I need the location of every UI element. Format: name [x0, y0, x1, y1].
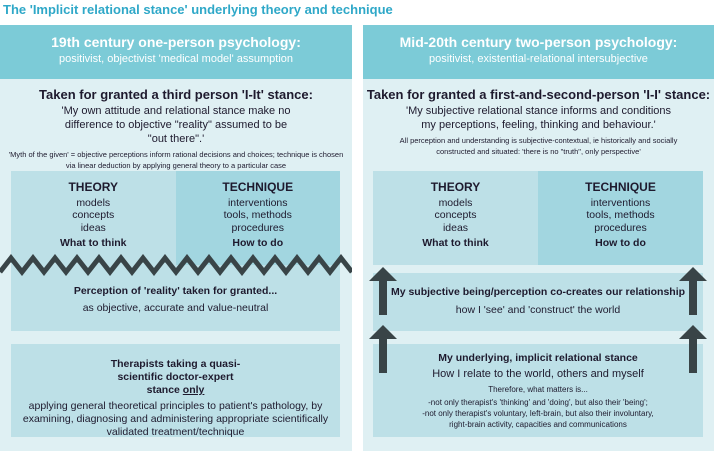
left-header-subtitle: positivist, objectivist 'medical model' …: [58, 53, 294, 65]
technique-item: tools, methods: [586, 209, 655, 221]
underlying-point: -not only therapist's 'thinking' and 'do…: [428, 398, 648, 407]
left-header-title: 19th century one-person psychology:: [51, 34, 301, 50]
diagram-title: The 'Implicit relational stance' underly…: [3, 2, 393, 17]
left-stance-title: Taken for granted a third person 'I-It' …: [39, 87, 313, 102]
left-stance-quote: 'My own attitude and relational stance m…: [61, 105, 291, 145]
cocreate-title: My subjective being/perception co-create…: [390, 286, 686, 298]
technique-footer: How to do: [232, 237, 284, 249]
left-theory-technique: THEORY models concepts ideas What to thi…: [11, 171, 340, 265]
therapist-title: Therapists taking a quasi-scientific doc…: [101, 358, 250, 397]
up-arrow-icon: [679, 325, 707, 373]
technique-item: procedures: [594, 221, 647, 234]
zigzag-divider: [0, 254, 352, 276]
left-stance: Taken for granted a third person 'I-It' …: [0, 87, 352, 171]
theory-footer: What to think: [60, 237, 127, 249]
left-theory: THEORY models concepts ideas What to thi…: [11, 171, 176, 265]
left-stance-note: 'Myth of the given' = objective percepti…: [8, 150, 344, 170]
technique-item: interventions: [227, 196, 288, 209]
technique-footer: How to do: [595, 237, 646, 249]
theory-item: ideas: [442, 221, 469, 234]
therapist-title-text: Therapists taking a quasi-scientific doc…: [110, 358, 241, 396]
therapist-body: applying general theoretical principles …: [22, 400, 329, 438]
right-header-title: Mid-20th century two-person psychology:: [399, 34, 678, 50]
underlying-title: My underlying, implicit relational stanc…: [438, 352, 638, 364]
right-panel: Mid-20th century two-person psychology: …: [363, 25, 714, 451]
technique-item: procedures: [231, 221, 285, 234]
left-technique: TECHNIQUE interventions tools, methods p…: [175, 171, 340, 265]
technique-heading: TECHNIQUE: [222, 180, 294, 194]
right-theory: THEORY models concepts ideas What to thi…: [373, 171, 538, 265]
theory-footer: What to think: [422, 237, 489, 249]
cocreate-box: My subjective being/perception co-create…: [373, 273, 703, 331]
underlying-box: My underlying, implicit relational stanc…: [373, 344, 703, 437]
underlying-point: -not only therapist's voluntary, left-br…: [422, 409, 654, 429]
underlying-lead: Therefore, what matters is...: [488, 385, 588, 394]
up-arrow-icon: [679, 267, 707, 315]
left-header: 19th century one-person psychology: posi…: [0, 25, 352, 79]
theory-item: models: [76, 196, 111, 209]
right-header-subtitle: positivist, existential-relational inter…: [429, 53, 648, 65]
therapist-title-emphasis: only: [182, 384, 205, 396]
perception-subtitle: as objective, accurate and value-neutral: [82, 302, 269, 314]
right-stance-note: All perception and understanding is subj…: [399, 136, 678, 156]
theory-item: models: [438, 196, 473, 209]
right-theory-technique: THEORY models concepts ideas What to thi…: [373, 171, 703, 265]
perception-title: Perception of 'reality' taken for grante…: [73, 285, 278, 297]
theory-heading: THEORY: [68, 180, 119, 194]
technique-item: tools, methods: [223, 209, 292, 221]
left-panel: 19th century one-person psychology: posi…: [0, 25, 352, 451]
cocreate-subtitle: how I 'see' and 'construct' the world: [455, 304, 621, 316]
up-arrow-icon: [369, 325, 397, 373]
right-stance-quote: 'My subjective relational stance informs…: [405, 105, 671, 131]
theory-item: ideas: [80, 221, 106, 234]
underlying-subtitle: How I relate to the world, others and my…: [432, 368, 644, 380]
theory-item: concepts: [434, 209, 477, 221]
therapist-box: Therapists taking a quasi-scientific doc…: [11, 344, 340, 438]
theory-heading: THEORY: [430, 180, 481, 194]
technique-item: interventions: [590, 196, 651, 209]
right-stance-title: Taken for granted a first-and-second-per…: [366, 87, 711, 102]
theory-item: concepts: [72, 209, 115, 221]
right-stance: Taken for granted a first-and-second-per…: [363, 87, 714, 157]
technique-heading: TECHNIQUE: [585, 180, 656, 194]
perception-box: Perception of 'reality' taken for grante…: [11, 265, 340, 331]
right-technique: TECHNIQUE interventions tools, methods p…: [538, 171, 703, 265]
right-header: Mid-20th century two-person psychology: …: [363, 25, 714, 79]
up-arrow-icon: [369, 267, 397, 315]
